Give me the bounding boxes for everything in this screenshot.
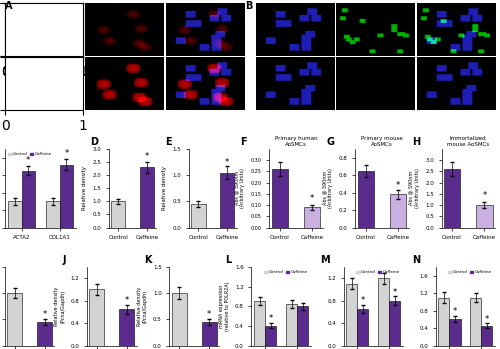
Text: *: * [145, 153, 149, 162]
Bar [140, 167, 154, 228]
Bar [8, 201, 22, 228]
Text: K: K [144, 255, 152, 265]
Text: *: * [268, 314, 273, 323]
Bar [192, 204, 205, 228]
Y-axis label: Relative density: Relative density [82, 166, 87, 210]
Title: Nucleus: Nucleus [284, 0, 306, 3]
Title: COL1A1: COL1A1 [364, 0, 386, 3]
Y-axis label: Relative density: Relative density [162, 166, 167, 210]
Title: Primary mouse
AoSMCs: Primary mouse AoSMCs [362, 136, 403, 147]
Bar [272, 169, 288, 228]
Text: *: * [396, 181, 400, 190]
Y-axis label: mRNA expression
(relative to POLR2A): mRNA expression (relative to POLR2A) [218, 281, 230, 331]
Y-axis label: Abs @ 590nm
(Arbitrary Units): Abs @ 590nm (Arbitrary Units) [234, 168, 245, 208]
Y-axis label: Relative density
(Pcna/Gapdh): Relative density (Pcna/Gapdh) [136, 287, 147, 326]
Bar [389, 300, 400, 346]
Text: *: * [225, 158, 230, 167]
Text: *: * [484, 314, 489, 324]
Title: ACTA2: ACTA2 [116, 0, 134, 3]
Bar [37, 322, 52, 346]
Text: *: * [26, 156, 30, 165]
Text: *: * [310, 194, 314, 202]
Legend: Control, Caffeine: Control, Caffeine [7, 151, 53, 157]
Text: *: * [361, 296, 365, 305]
Bar [120, 309, 134, 346]
Text: B: B [245, 1, 252, 11]
Bar [60, 165, 73, 228]
Bar [346, 284, 358, 346]
Text: E: E [166, 137, 172, 147]
Y-axis label: Relative density
(Pcna/Gapdh): Relative density (Pcna/Gapdh) [54, 287, 65, 326]
Bar [450, 319, 460, 346]
Text: D: D [90, 137, 98, 147]
Bar [304, 207, 320, 228]
Text: *: * [207, 310, 211, 319]
Bar [358, 309, 368, 346]
Bar [254, 301, 266, 346]
Text: M: M [320, 255, 330, 265]
Bar [390, 194, 406, 228]
Text: *: * [453, 307, 457, 316]
Text: F: F [240, 137, 246, 147]
Legend: Control, Caffeine: Control, Caffeine [447, 269, 493, 276]
Bar [46, 201, 60, 228]
Text: *: * [392, 288, 397, 297]
Text: *: * [42, 310, 47, 319]
Bar [438, 297, 450, 346]
Y-axis label: Abs @ 590nm
(Arbitrary Units): Abs @ 590nm (Arbitrary Units) [322, 168, 334, 208]
Title: Nucleus: Nucleus [33, 0, 55, 3]
Text: J: J [62, 255, 66, 265]
Bar [220, 172, 234, 228]
Y-axis label: Abs @ 590nm
(Arbitrary Units): Abs @ 590nm (Arbitrary Units) [409, 168, 420, 208]
Bar [297, 306, 308, 346]
Bar [7, 293, 22, 346]
Bar [481, 326, 492, 346]
Bar [90, 289, 104, 346]
Legend: Control, Caffeine: Control, Caffeine [263, 269, 309, 276]
Text: *: * [125, 296, 129, 305]
Bar [172, 293, 186, 346]
Bar [202, 322, 216, 346]
Title: Overlay: Overlay [446, 0, 466, 3]
Bar [358, 171, 374, 228]
Bar [22, 171, 35, 228]
Bar [476, 205, 492, 228]
Bar [266, 326, 276, 346]
Text: *: * [482, 191, 486, 200]
Bar [286, 304, 297, 346]
Bar [470, 297, 481, 346]
Bar [444, 169, 460, 228]
Bar [111, 201, 126, 228]
Legend: Control, Caffeine: Control, Caffeine [355, 269, 401, 276]
Bar [378, 278, 389, 346]
Text: L: L [225, 255, 231, 265]
Text: A: A [5, 1, 12, 11]
Text: *: * [64, 149, 68, 158]
Text: H: H [412, 137, 420, 147]
Text: G: G [326, 137, 334, 147]
Text: N: N [412, 255, 420, 265]
Title: Overlay: Overlay [194, 0, 216, 3]
Title: Immortalized
mouse AoSMCs: Immortalized mouse AoSMCs [447, 136, 490, 147]
Title: Primary human
AoSMCs: Primary human AoSMCs [274, 136, 318, 147]
